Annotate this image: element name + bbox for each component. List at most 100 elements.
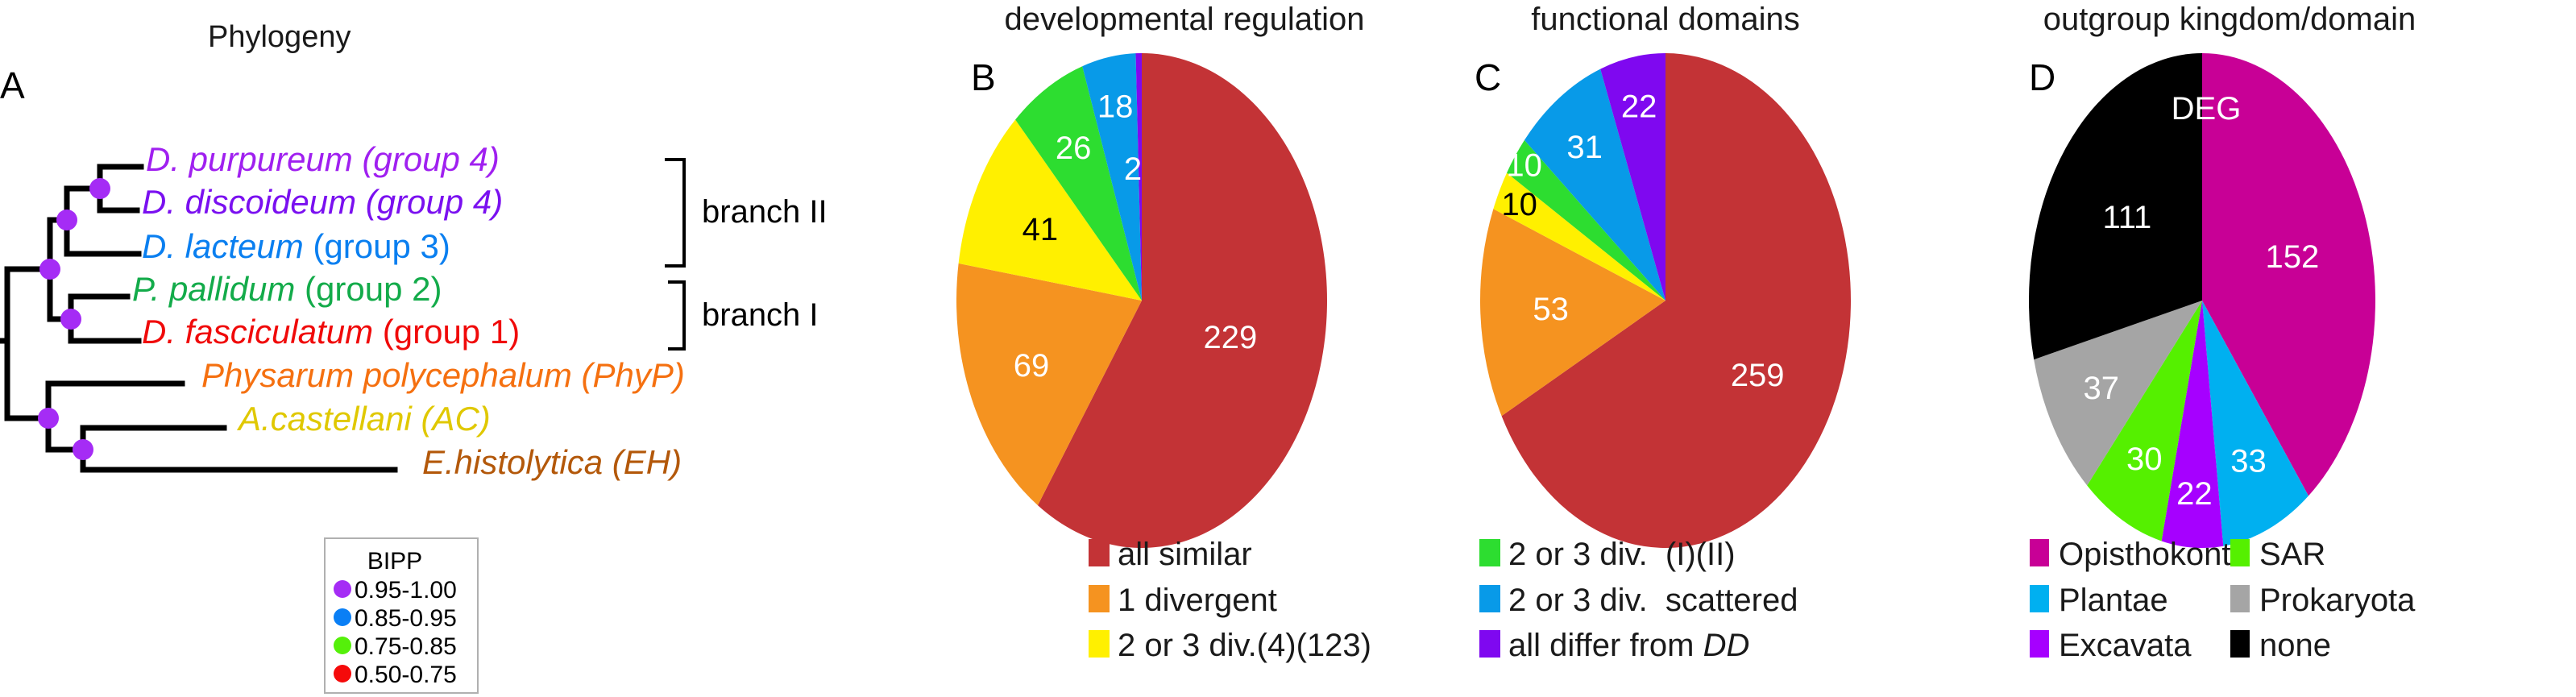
legend-label: Prokaryota [2259,583,2416,618]
taxon-name: A.castellani (AC) [236,400,491,438]
pie-d: outgroup kingdom/domain D 152 33 22 30 37 111 DE… [2029,2,2416,663]
pie-c: functional domains C 259 53 10 10 31 22 2 or 3 d… [1475,2,1851,663]
pie-slice [958,119,1142,301]
taxon-label: Physarum polycephalum (PhyP) [201,356,685,394]
bipp-dot-icon [334,608,351,626]
pie-data-label: 22 [1621,89,1657,124]
pie-data-label: 33 [2230,444,2267,479]
pie-slice [2029,53,2202,360]
pie-slice [956,263,1142,506]
pie-slice [1600,53,1665,301]
pie-legend: Opisthokonta Plantae Excavata SAR Prokaryota… [2030,537,2416,663]
branch-i-label: branch I [702,297,819,333]
legend-label: all similar [1118,537,1252,572]
pie-title: outgroup kingdom/domain [2043,2,2416,37]
taxon-name: P. pallidum [132,270,295,308]
bipp-legend: BIPP 0.95-1.000.85-0.950.75-0.850.50-0.7… [324,537,479,694]
legend-label: 2 or 3 div. (I)(II) [1508,537,1736,572]
pie-slice [1015,66,1142,301]
pie-data-label: 18 [1097,89,1134,124]
taxon-group: (group 4) [353,140,500,178]
pie-slice [1037,52,1328,548]
pie-data-label: 37 [2084,371,2120,406]
legend-swatch-icon [1479,630,1500,658]
pie-data-label: 22 [2176,476,2213,512]
tree-node-bipp-icon [89,178,110,199]
legend-swatch-icon [1089,539,1110,566]
pie-data-label: 259 [1731,358,1785,393]
pie-data-label: 111 [2102,200,2151,235]
taxon-label: D. discoideum (group 4) [142,183,503,221]
taxon-label: D. purpureum (group 4) [146,140,500,178]
taxon-label: E.histolytica (EH) [422,443,682,481]
pie-data-label: 229 [1204,320,1258,355]
pie-slice [2202,53,2375,496]
legend-swatch-icon [2030,585,2049,612]
pie-slice [1507,139,1665,301]
panel-letter: C [1475,56,1501,98]
pie-legend: 2 or 3 div. (I)(II) 2 or 3 div. scattered… [1479,537,1798,663]
legend-swatch-icon [2230,630,2250,658]
taxon-group: (group 3) [304,227,450,265]
tree-node-bipp-icon [73,439,93,460]
taxon-group: (group 2) [295,270,442,308]
taxon-name: D. fasciculatum [142,313,373,351]
legend-label: Opisthokonta [2059,537,2249,572]
pie-data-label: 10 [1501,187,1537,222]
branch-brackets [665,158,686,351]
panel-letter: B [971,56,996,98]
taxon-name: D. purpureum [146,140,353,178]
tree-node-bipp-icon [60,309,81,330]
tree-node-bipp-icon [56,210,77,230]
pie-slice [1135,52,1142,301]
legend-label: none [2259,628,2331,663]
bipp-legend-label: 0.85-0.95 [355,605,457,632]
bipp-legend-items: 0.95-1.000.85-0.950.75-0.850.50-0.75 [334,577,457,688]
pie-slice [2087,301,2202,541]
legend-swatch-icon [1479,539,1500,566]
pie-center-label: DEG [2172,91,2242,127]
legend-label: 2 or 3 div.(4)(123) [1118,628,1371,663]
taxon-name: D. lacteum [142,227,304,265]
pie-data-label: 30 [2126,442,2163,477]
panel-letter: D [2029,56,2055,98]
pie-data-label: 152 [2266,239,2320,275]
pie-data-label: 26 [1056,131,1092,166]
pie-data-label: 10 [1506,147,1542,183]
taxon-label: D. lacteum (group 3) [142,227,450,265]
bipp-legend-label: 0.95-1.00 [355,577,457,604]
legend-label: 2 or 3 div. scattered [1508,583,1798,618]
pie-slice [1082,53,1142,301]
pie-slice [2161,301,2224,548]
taxon-label: A.castellani (AC) [236,400,491,438]
legend-label: Plantae [2059,583,2168,618]
pie-slice [2034,301,2202,486]
bipp-legend-label: 0.50-0.75 [355,662,457,688]
phylogeny-title: Phylogeny [208,20,351,54]
pie-data-label: 69 [1014,348,1050,384]
pie-data-label: 2 [1124,151,1142,187]
taxon-name: Physarum polycephalum (PhyP) [201,356,685,394]
legend-swatch-icon [1089,585,1110,612]
bipp-legend-label: 0.75-0.85 [355,633,457,660]
taxon-label: D. fasciculatum (group 1) [142,313,520,351]
taxon-group: (group 4) [356,183,503,221]
bipp-dot-icon [334,637,351,654]
panel-a-letter: A [0,64,25,106]
pie-legend: all similar 1 divergent 2 or 3 div.(4)(123… [1089,537,1371,663]
legend-label: SAR [2259,537,2325,572]
pie-data-label: 41 [1023,212,1059,247]
legend-label: Excavata [2059,628,2192,663]
pie-slice [1479,209,1665,417]
legend-swatch-icon [1089,630,1110,658]
legend-label: all differ from DD [1508,628,1749,663]
bipp-dot-icon [334,580,351,598]
taxon-name: D. discoideum [142,183,356,221]
legend-swatch-icon [1479,585,1500,612]
panel-a: A Phylogeny [0,20,828,694]
tree-nodes [38,178,110,460]
taxon-label: P. pallidum (group 2) [132,270,442,308]
pie-data-label: 31 [1566,130,1603,165]
